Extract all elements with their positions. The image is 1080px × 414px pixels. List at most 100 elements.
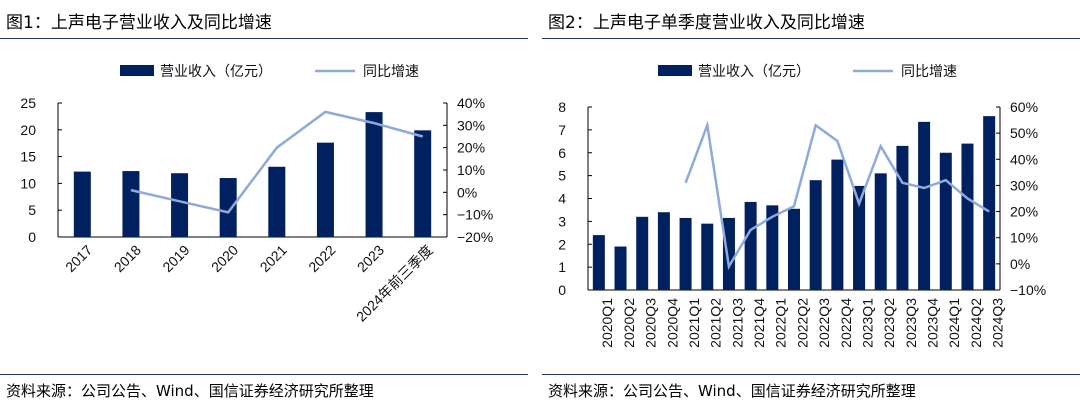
bar-2022 [316,142,334,237]
x-tick-label: 2023Q4 [925,298,941,348]
x-tick-label: 2020Q3 [643,298,659,348]
y2-tick-label: 50% [1010,125,1038,141]
x-tick-label: 2023Q2 [881,298,897,348]
y-tick-label: 8 [558,99,566,115]
bar-2021Q2 [701,223,714,290]
bar-2019 [171,173,189,237]
y-tick-label: 15 [20,149,36,165]
x-tick-label: 2021Q3 [729,298,745,348]
bar-2023Q3 [896,145,909,290]
y-tick-label: 10 [20,175,36,191]
x-tick-label: 2020 [208,242,241,275]
y-tick-label: 5 [28,202,36,218]
x-tick-label: 2022Q1 [773,298,789,348]
bar-2022Q3 [809,180,822,290]
x-tick-label: 2021Q2 [708,298,724,348]
y2-tick-label: 20% [1010,204,1038,220]
y2-tick-label: 0% [457,184,477,200]
y2-tick-label: 60% [1010,99,1038,115]
bar-2020Q3 [636,216,649,290]
bar-2024年前三季度 [414,130,432,237]
bar-2023Q2 [874,173,887,290]
chart-title: 图2：上声电子单季度营业收入及同比增速 [548,13,865,33]
bar-2024Q1 [939,152,952,290]
source-note: 资料来源：公司公告、Wind、国信证券经济研究所整理 [6,382,374,400]
chart-panel-1: 图1：上声电子营业收入及同比增速 营业收入（亿元） 同比增速 0 5 10 15 20 25 −… [0,0,528,414]
y2-tick-label: 10% [457,162,485,178]
source-divider [542,374,1080,375]
chart-1: 营业收入（亿元） 同比增速 0 5 10 15 20 25 −20% −10% 0% 10% 20% 30… [20,63,493,325]
source-divider [0,374,528,375]
title-divider [542,38,1080,39]
y-tick-label: 4 [558,191,566,207]
chart-panel-2: 图2：上声电子单季度营业收入及同比增速 营业收入（亿元） 同比增速 0 1 2 3 4 5 6 7… [542,0,1080,414]
y2-tick-label: 40% [1010,151,1038,167]
bar-2020 [219,178,237,237]
x-tick-label: 2023 [354,242,387,275]
bar-2023 [365,112,383,237]
bar-2021Q1 [679,217,692,290]
bar-2022Q4 [831,159,844,290]
y2-tick-label: 10% [1010,230,1038,246]
legend-bar-swatch [120,65,154,76]
y-tick-label: 7 [558,122,566,138]
x-tick-label: 2023Q1 [859,298,875,348]
bar-2021Q3 [722,217,735,290]
legend-label-revenue: 营业收入（亿元） [160,63,272,79]
y2-tick-label: −10% [1010,282,1046,298]
x-tick-label: 2018 [111,242,144,275]
y-tick-label: 3 [558,213,566,229]
x-tick-label: 2024Q3 [990,298,1006,348]
bar-2023Q4 [918,121,931,291]
y-tick-label: 2 [558,236,566,252]
y-tick-label: 1 [558,259,566,275]
x-tick-label: 2020Q4 [664,298,680,348]
x-tick-label: 2020Q1 [599,298,615,348]
x-tick-label: 2023Q3 [903,298,919,348]
y2-tick-label: −10% [457,207,493,223]
x-tick-label: 2017 [62,242,95,275]
bar-2024Q3 [983,116,996,291]
bar-2023Q1 [853,185,866,290]
y-tick-label: 25 [20,95,36,111]
y-tick-label: 20 [20,122,36,138]
title-divider [0,38,528,39]
x-tick-label: 2022Q3 [816,298,832,348]
y2-tick-label: 30% [457,117,485,133]
bar-2024Q2 [961,143,974,290]
bar-2017 [73,171,91,237]
y2-tick-label: 0% [1010,256,1030,272]
bar-2020Q2 [614,246,627,290]
y2-tick-label: 30% [1010,177,1038,193]
y2-tick-label: 40% [457,95,485,111]
y2-tick-label: 20% [457,140,485,156]
source-note: 资料来源：公司公告、Wind、国信证券经济研究所整理 [548,382,916,400]
x-tick-label: 2024Q2 [968,298,984,348]
x-tick-label: 2024Q1 [946,298,962,348]
bar-2020Q4 [657,212,670,290]
x-tick-label: 2022Q4 [838,298,854,348]
y-tick-label: 0 [28,229,36,245]
bar-2022Q2 [788,208,800,290]
legend-label-growth: 同比增速 [901,63,957,79]
x-tick-label: 2019 [159,242,192,275]
legend-label-growth: 同比增速 [363,63,419,79]
chart-2: 营业收入（亿元） 同比增速 0 1 2 3 4 5 6 7 8 −10% 0% 10% 20% 30% 40% 5… [558,63,1046,348]
x-tick-label: 2021 [257,242,290,275]
chart-title: 图1：上声电子营业收入及同比增速 [6,13,272,33]
x-tick-label: 2021Q1 [686,298,702,348]
legend-bar-swatch [658,65,692,76]
x-tick-label: 2022 [305,242,338,275]
x-tick-label: 2021Q4 [751,298,767,348]
y2-tick-label: −20% [457,229,493,245]
y-tick-label: 6 [558,145,566,161]
x-tick-label: 2020Q2 [621,298,637,348]
bar-2020Q1 [592,235,605,290]
y-tick-label: 0 [558,282,566,298]
x-tick-label: 2022Q2 [794,298,810,348]
bar-2022Q1 [766,205,779,290]
legend-label-revenue: 营业收入（亿元） [698,63,810,79]
bar-2021 [268,166,286,237]
bar-2018 [122,171,140,237]
bar-2021Q4 [744,201,757,290]
